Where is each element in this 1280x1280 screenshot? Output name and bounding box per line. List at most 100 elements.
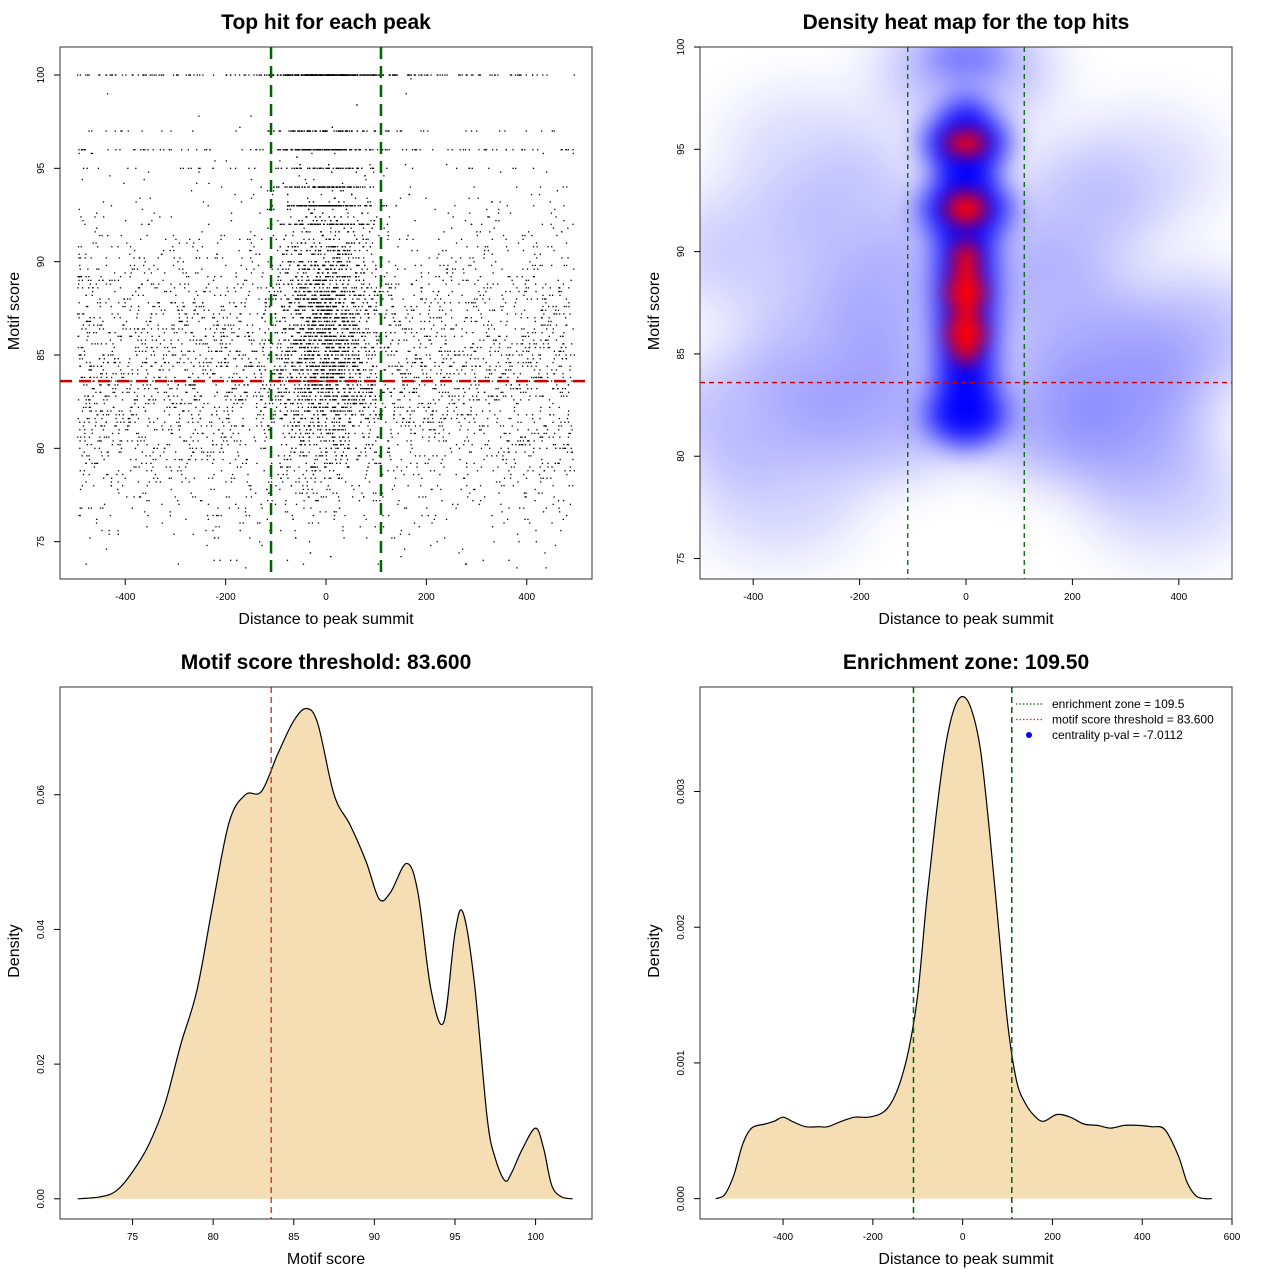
scatter-point bbox=[239, 350, 241, 352]
scatter-point bbox=[564, 421, 566, 423]
scatter-point bbox=[391, 537, 393, 539]
scatter-point bbox=[430, 470, 432, 472]
scatter-point bbox=[289, 421, 292, 423]
scatter-point bbox=[176, 305, 179, 308]
scatter-point bbox=[100, 365, 103, 367]
scatter-point bbox=[107, 384, 109, 386]
scatter-point bbox=[103, 358, 105, 360]
scatter-point bbox=[372, 346, 374, 349]
scatter-point bbox=[226, 74, 228, 76]
scatter-point bbox=[294, 249, 296, 252]
scatter-point bbox=[419, 455, 421, 457]
scatter-point bbox=[477, 74, 480, 76]
scatter-point bbox=[533, 369, 536, 371]
scatter-point bbox=[271, 462, 273, 464]
scatter-point bbox=[391, 305, 393, 308]
scatter-point bbox=[117, 365, 120, 367]
scatter-point bbox=[311, 294, 313, 296]
heat-blob bbox=[960, 355, 1131, 476]
scatter-point bbox=[134, 249, 136, 252]
scatter-point bbox=[537, 268, 539, 270]
scatter-point bbox=[406, 410, 408, 412]
scatter-point bbox=[394, 332, 396, 334]
scatter-point bbox=[185, 440, 188, 442]
scatter-point bbox=[88, 320, 90, 323]
scatter-point bbox=[388, 261, 390, 263]
scatter-point bbox=[99, 328, 101, 330]
scatter-point bbox=[192, 421, 194, 423]
scatter-point bbox=[415, 391, 418, 393]
scatter-point bbox=[122, 485, 124, 487]
scatter-point bbox=[367, 317, 369, 319]
scatter-point bbox=[246, 376, 248, 379]
scatter-point bbox=[403, 417, 405, 420]
scatter-point bbox=[87, 279, 90, 281]
scatter-point bbox=[352, 335, 354, 337]
scatter-point bbox=[342, 249, 345, 252]
scatter-point bbox=[144, 388, 146, 390]
scatter-point bbox=[427, 130, 429, 132]
scatter-point bbox=[521, 354, 523, 356]
scatter-point bbox=[171, 324, 173, 326]
scatter-point bbox=[424, 455, 426, 457]
scatter-point bbox=[199, 354, 201, 356]
scatter-point bbox=[489, 369, 491, 371]
scatter-point bbox=[111, 444, 113, 446]
scatter-point bbox=[136, 399, 138, 401]
scatter-point bbox=[79, 470, 81, 472]
heat-blob bbox=[785, 150, 956, 271]
scatter-point bbox=[525, 361, 527, 364]
scatter-point bbox=[95, 421, 97, 423]
scatter-point bbox=[112, 406, 114, 408]
scatter-point bbox=[253, 339, 255, 341]
scatter-point bbox=[440, 369, 442, 371]
scatter-point bbox=[365, 455, 367, 457]
scatter-point bbox=[510, 74, 513, 76]
scatter-point bbox=[473, 298, 476, 300]
scatter-point bbox=[428, 458, 430, 461]
scatter-point bbox=[124, 302, 126, 304]
scatter-point bbox=[176, 74, 178, 76]
scatter-point bbox=[497, 212, 500, 214]
scatter-point bbox=[332, 492, 334, 494]
scatter-point bbox=[153, 376, 155, 379]
scatter-point bbox=[442, 358, 445, 360]
scatter-point bbox=[502, 455, 504, 457]
scatter-point bbox=[182, 354, 184, 356]
scatter-point bbox=[195, 290, 197, 293]
scatter-point bbox=[236, 466, 238, 468]
scatter-point bbox=[430, 302, 432, 304]
scatter-point bbox=[270, 346, 272, 349]
scatter-point bbox=[327, 485, 329, 487]
scatter-point bbox=[242, 369, 244, 371]
scatter-point bbox=[236, 317, 238, 319]
scatter-point bbox=[279, 365, 281, 367]
scatter-point bbox=[362, 436, 364, 438]
scatter-point bbox=[544, 425, 547, 427]
scatter-point bbox=[118, 414, 120, 416]
scatter-point bbox=[568, 391, 570, 393]
scatter-point bbox=[555, 216, 557, 218]
scatter-point bbox=[153, 447, 155, 449]
scatter-point bbox=[515, 388, 517, 390]
scatter-point bbox=[547, 346, 549, 349]
scatter-point bbox=[100, 376, 102, 379]
scatter-point bbox=[487, 216, 489, 218]
scatter-point bbox=[194, 302, 196, 304]
scatter-point bbox=[124, 272, 126, 274]
scatter-point bbox=[403, 395, 405, 397]
scatter-point bbox=[244, 305, 246, 308]
scatter-point bbox=[180, 350, 183, 352]
scatter-point bbox=[476, 231, 478, 233]
scatter-point bbox=[422, 373, 424, 375]
scatter-point bbox=[302, 373, 304, 375]
scatter-point bbox=[539, 369, 541, 371]
scatter-point bbox=[151, 395, 153, 397]
scatter-point bbox=[375, 305, 377, 308]
scatter-point bbox=[541, 130, 543, 132]
scatter-point bbox=[557, 462, 559, 464]
scatter-point bbox=[162, 279, 164, 281]
scatter-point bbox=[419, 149, 421, 151]
scatter-point bbox=[502, 298, 504, 300]
scatter-point bbox=[170, 130, 172, 132]
